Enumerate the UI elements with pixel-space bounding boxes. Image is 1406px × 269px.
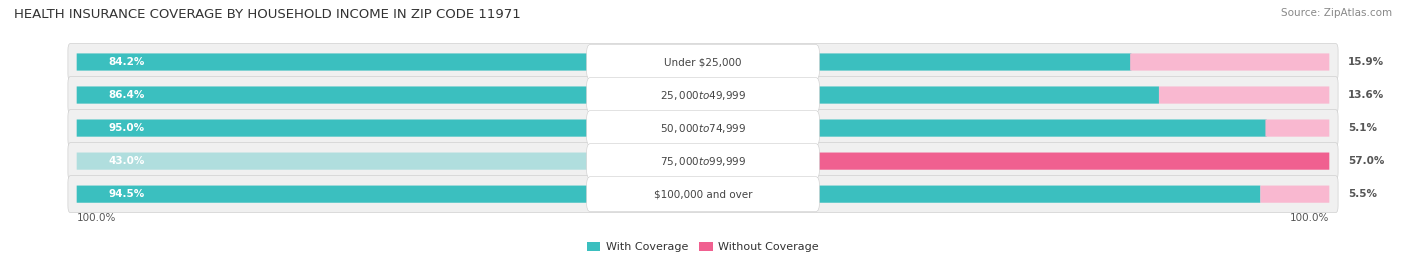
FancyBboxPatch shape [1159, 86, 1329, 104]
Text: 15.9%: 15.9% [1348, 57, 1385, 67]
FancyBboxPatch shape [77, 153, 616, 170]
FancyBboxPatch shape [586, 77, 820, 112]
FancyBboxPatch shape [77, 54, 1132, 70]
Text: Under $25,000: Under $25,000 [664, 57, 742, 67]
Text: 84.2%: 84.2% [108, 57, 145, 67]
Legend: With Coverage, Without Coverage: With Coverage, Without Coverage [582, 237, 824, 256]
Text: 94.5%: 94.5% [108, 189, 145, 199]
FancyBboxPatch shape [1265, 119, 1329, 137]
Text: $50,000 to $74,999: $50,000 to $74,999 [659, 122, 747, 134]
FancyBboxPatch shape [67, 44, 1339, 80]
Text: 43.0%: 43.0% [108, 156, 145, 166]
Text: $75,000 to $99,999: $75,000 to $99,999 [659, 155, 747, 168]
FancyBboxPatch shape [586, 111, 820, 146]
Text: HEALTH INSURANCE COVERAGE BY HOUSEHOLD INCOME IN ZIP CODE 11971: HEALTH INSURANCE COVERAGE BY HOUSEHOLD I… [14, 8, 520, 21]
Text: 13.6%: 13.6% [1348, 90, 1385, 100]
Text: 86.4%: 86.4% [108, 90, 145, 100]
Text: 95.0%: 95.0% [108, 123, 145, 133]
FancyBboxPatch shape [586, 44, 820, 80]
FancyBboxPatch shape [67, 143, 1339, 180]
Text: Source: ZipAtlas.com: Source: ZipAtlas.com [1281, 8, 1392, 18]
FancyBboxPatch shape [77, 119, 1267, 137]
Text: 5.5%: 5.5% [1348, 189, 1376, 199]
Text: $25,000 to $49,999: $25,000 to $49,999 [659, 89, 747, 101]
FancyBboxPatch shape [586, 144, 820, 179]
FancyBboxPatch shape [67, 176, 1339, 213]
FancyBboxPatch shape [616, 153, 1329, 170]
FancyBboxPatch shape [586, 177, 820, 212]
FancyBboxPatch shape [67, 77, 1339, 114]
Text: 5.1%: 5.1% [1348, 123, 1376, 133]
FancyBboxPatch shape [77, 86, 1159, 104]
FancyBboxPatch shape [67, 109, 1339, 147]
Text: 57.0%: 57.0% [1348, 156, 1385, 166]
FancyBboxPatch shape [1260, 186, 1329, 203]
FancyBboxPatch shape [1130, 54, 1329, 70]
Text: 100.0%: 100.0% [1289, 213, 1329, 223]
FancyBboxPatch shape [77, 186, 1260, 203]
Text: $100,000 and over: $100,000 and over [654, 189, 752, 199]
Text: 100.0%: 100.0% [77, 213, 117, 223]
